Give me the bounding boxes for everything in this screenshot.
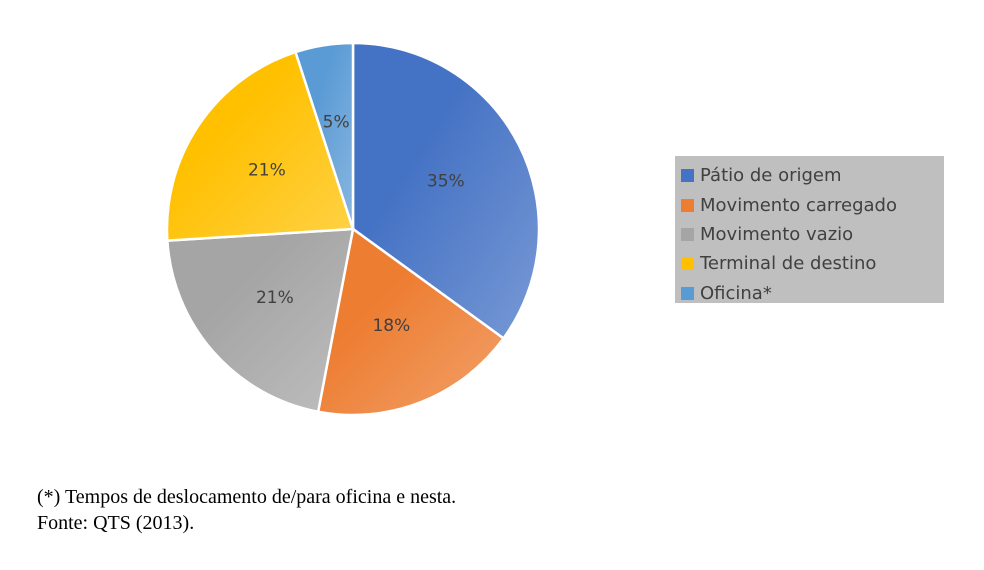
legend-swatch — [681, 169, 694, 183]
pie-slice-2 — [316, 226, 506, 417]
pie-slice-3 — [166, 227, 355, 414]
slice-label-4: 21% — [248, 160, 286, 180]
slice-label-1: 35% — [427, 172, 465, 192]
slice-label-5: 5% — [323, 112, 350, 132]
slice-label-2: 18% — [372, 316, 410, 336]
legend-label: Pátio de origem — [700, 165, 842, 187]
chart-legend: Pátio de origem Movimento carregado Movime… — [675, 156, 944, 304]
legend-item-5: Oficina* — [681, 279, 944, 308]
legend-swatch — [681, 286, 694, 300]
legend-swatch — [681, 257, 694, 271]
caption-source: Fonte: QTS (2013). — [37, 512, 195, 534]
legend-item-4: Terminal de destino — [681, 249, 944, 278]
slice-label-3: 21% — [256, 288, 294, 308]
pie-slice-5 — [293, 41, 355, 230]
pie-slice-4 — [165, 50, 355, 243]
figure-caption: (*) Tempos de deslocamento de/para ofici… — [37, 484, 456, 536]
legend-label: Movimento vazio — [700, 223, 854, 245]
legend-label: Terminal de destino — [700, 253, 877, 275]
legend-item-2: Movimento carregado — [681, 190, 944, 219]
legend-label: Movimento carregado — [700, 194, 897, 216]
legend-label: Oficina* — [700, 282, 772, 304]
caption-note: (*) Tempos de deslocamento de/para ofici… — [37, 486, 457, 508]
legend-swatch — [681, 198, 694, 212]
legend-item-3: Movimento vazio — [681, 220, 944, 249]
legend-swatch — [681, 227, 694, 241]
pie-slice-1 — [351, 41, 541, 341]
legend-item-1: Pátio de origem — [681, 161, 944, 190]
